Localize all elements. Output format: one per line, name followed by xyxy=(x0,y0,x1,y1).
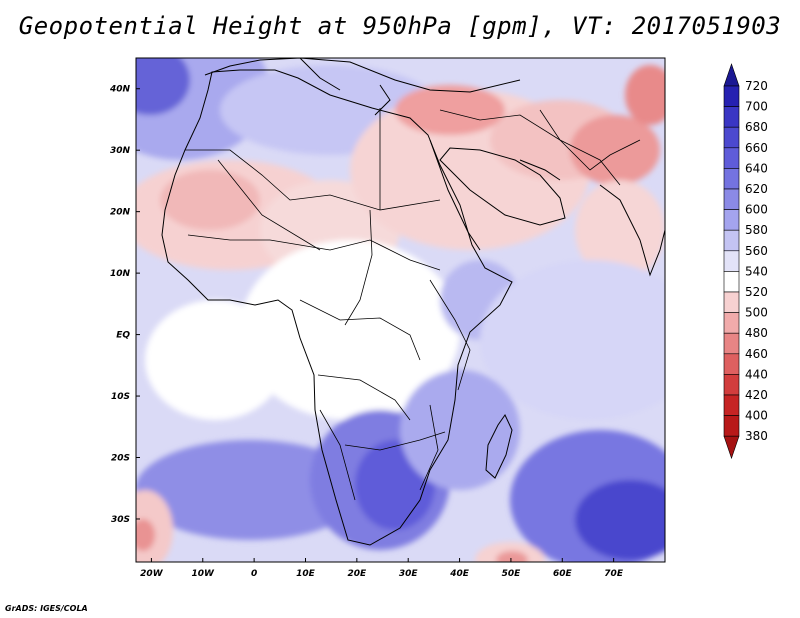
red-sea xyxy=(429,139,481,251)
colorbar-label: 460 xyxy=(745,347,768,361)
colorbar-swatch xyxy=(723,188,740,210)
colorbar-label: 500 xyxy=(745,306,768,320)
colorbar-top-arrow xyxy=(723,63,740,87)
colorbar-bottom-arrow xyxy=(723,435,740,460)
chart-title: Geopotential Height at 950hPa [gpm], VT:… xyxy=(18,12,782,40)
colorbar-swatch xyxy=(723,147,740,169)
arabia xyxy=(439,147,566,226)
x-tick-label: 30E xyxy=(399,569,419,579)
border-angola-namibia xyxy=(319,409,356,501)
colorbar-swatch xyxy=(723,126,740,149)
colorbar-label: 420 xyxy=(745,388,768,402)
x-tick-label: 20E xyxy=(348,569,368,579)
colorbar-swatch xyxy=(723,291,740,313)
colorbar-label: 440 xyxy=(745,367,768,381)
country-borders xyxy=(185,108,641,501)
x-tick-label: 50E xyxy=(502,569,522,579)
colorbar-label: 700 xyxy=(745,100,768,114)
colorbar-label: 560 xyxy=(745,244,768,258)
border-sahel xyxy=(187,234,441,271)
x-tick-label: 40E xyxy=(449,569,470,579)
x-tick-label: 10E xyxy=(296,569,316,579)
y-tick-label: 20S xyxy=(111,454,130,464)
colorbar-label: 640 xyxy=(745,161,768,175)
y-tick-label: EQ xyxy=(116,331,130,341)
border-south xyxy=(344,431,446,451)
height-field xyxy=(136,58,665,562)
y-tick-label: 30S xyxy=(111,515,130,525)
border-iran xyxy=(539,109,641,171)
y-tick-label: 20N xyxy=(110,208,131,218)
border-congo xyxy=(317,374,411,421)
colorbar-swatch xyxy=(723,271,740,293)
persian-gulf xyxy=(519,159,561,181)
colorbar-label: 680 xyxy=(745,120,768,134)
x-tick-label: 0 xyxy=(251,569,257,579)
colorbar-swatch xyxy=(723,85,740,107)
colorbar-swatch xyxy=(723,353,740,375)
y-tick-label: 10N xyxy=(110,269,131,279)
colorbar-label: 580 xyxy=(745,223,768,237)
colorbar-swatch xyxy=(723,209,740,231)
colorbar-label: 720 xyxy=(745,79,768,93)
africa-coastline xyxy=(161,69,513,546)
x-tick-label: 60E xyxy=(553,569,573,579)
colorbar: 720 700 680 660 640 620 600 580 560 540 520 500 480 4… xyxy=(723,63,768,460)
y-tick-label: 40N xyxy=(109,85,131,95)
colorbar-swatch xyxy=(723,312,740,334)
x-tick-label: 20W xyxy=(140,569,164,579)
colorbar-label: 520 xyxy=(745,285,768,299)
map-frame xyxy=(135,57,666,563)
colorbar-label: 620 xyxy=(745,182,768,196)
colorbar-label: 380 xyxy=(745,429,768,443)
colorbar-swatch xyxy=(723,332,740,355)
border-mozambique xyxy=(419,404,439,491)
border-central xyxy=(299,299,421,361)
x-tick-label: 70E xyxy=(604,569,624,579)
india-coast xyxy=(599,184,665,277)
colorbar-swatch xyxy=(723,168,740,190)
border-middle-east xyxy=(439,109,621,186)
colorbar-swatch xyxy=(723,394,740,416)
border-east xyxy=(429,279,471,391)
colorbar-label: 540 xyxy=(745,264,768,278)
colorbar-swatch xyxy=(723,106,740,128)
map-axes: 20W 10W 0 10E 20E 30E 40E 50E 60E 70E 40N 30N 20N 10N… xyxy=(109,85,624,579)
credit-text: GrADS: IGES/COLA xyxy=(5,604,88,613)
y-tick-label: 30N xyxy=(110,146,131,156)
y-tick-label: 10S xyxy=(111,392,130,402)
madagascar xyxy=(485,414,513,479)
border-sudan xyxy=(344,209,373,326)
colorbar-label: 600 xyxy=(745,203,768,217)
colorbar-swatch xyxy=(723,250,740,272)
x-tick-label: 10W xyxy=(192,569,216,579)
colorbar-label: 400 xyxy=(745,409,768,423)
coastlines xyxy=(161,58,665,546)
colorbar-label: 480 xyxy=(745,326,768,340)
colorbar-swatch xyxy=(723,229,740,252)
border-mali-algeria xyxy=(217,159,321,251)
map-area[interactable] xyxy=(90,20,700,578)
colorbar-swatch xyxy=(723,374,740,396)
colorbar-swatch xyxy=(723,415,740,437)
colorbar-label: 660 xyxy=(745,141,768,155)
